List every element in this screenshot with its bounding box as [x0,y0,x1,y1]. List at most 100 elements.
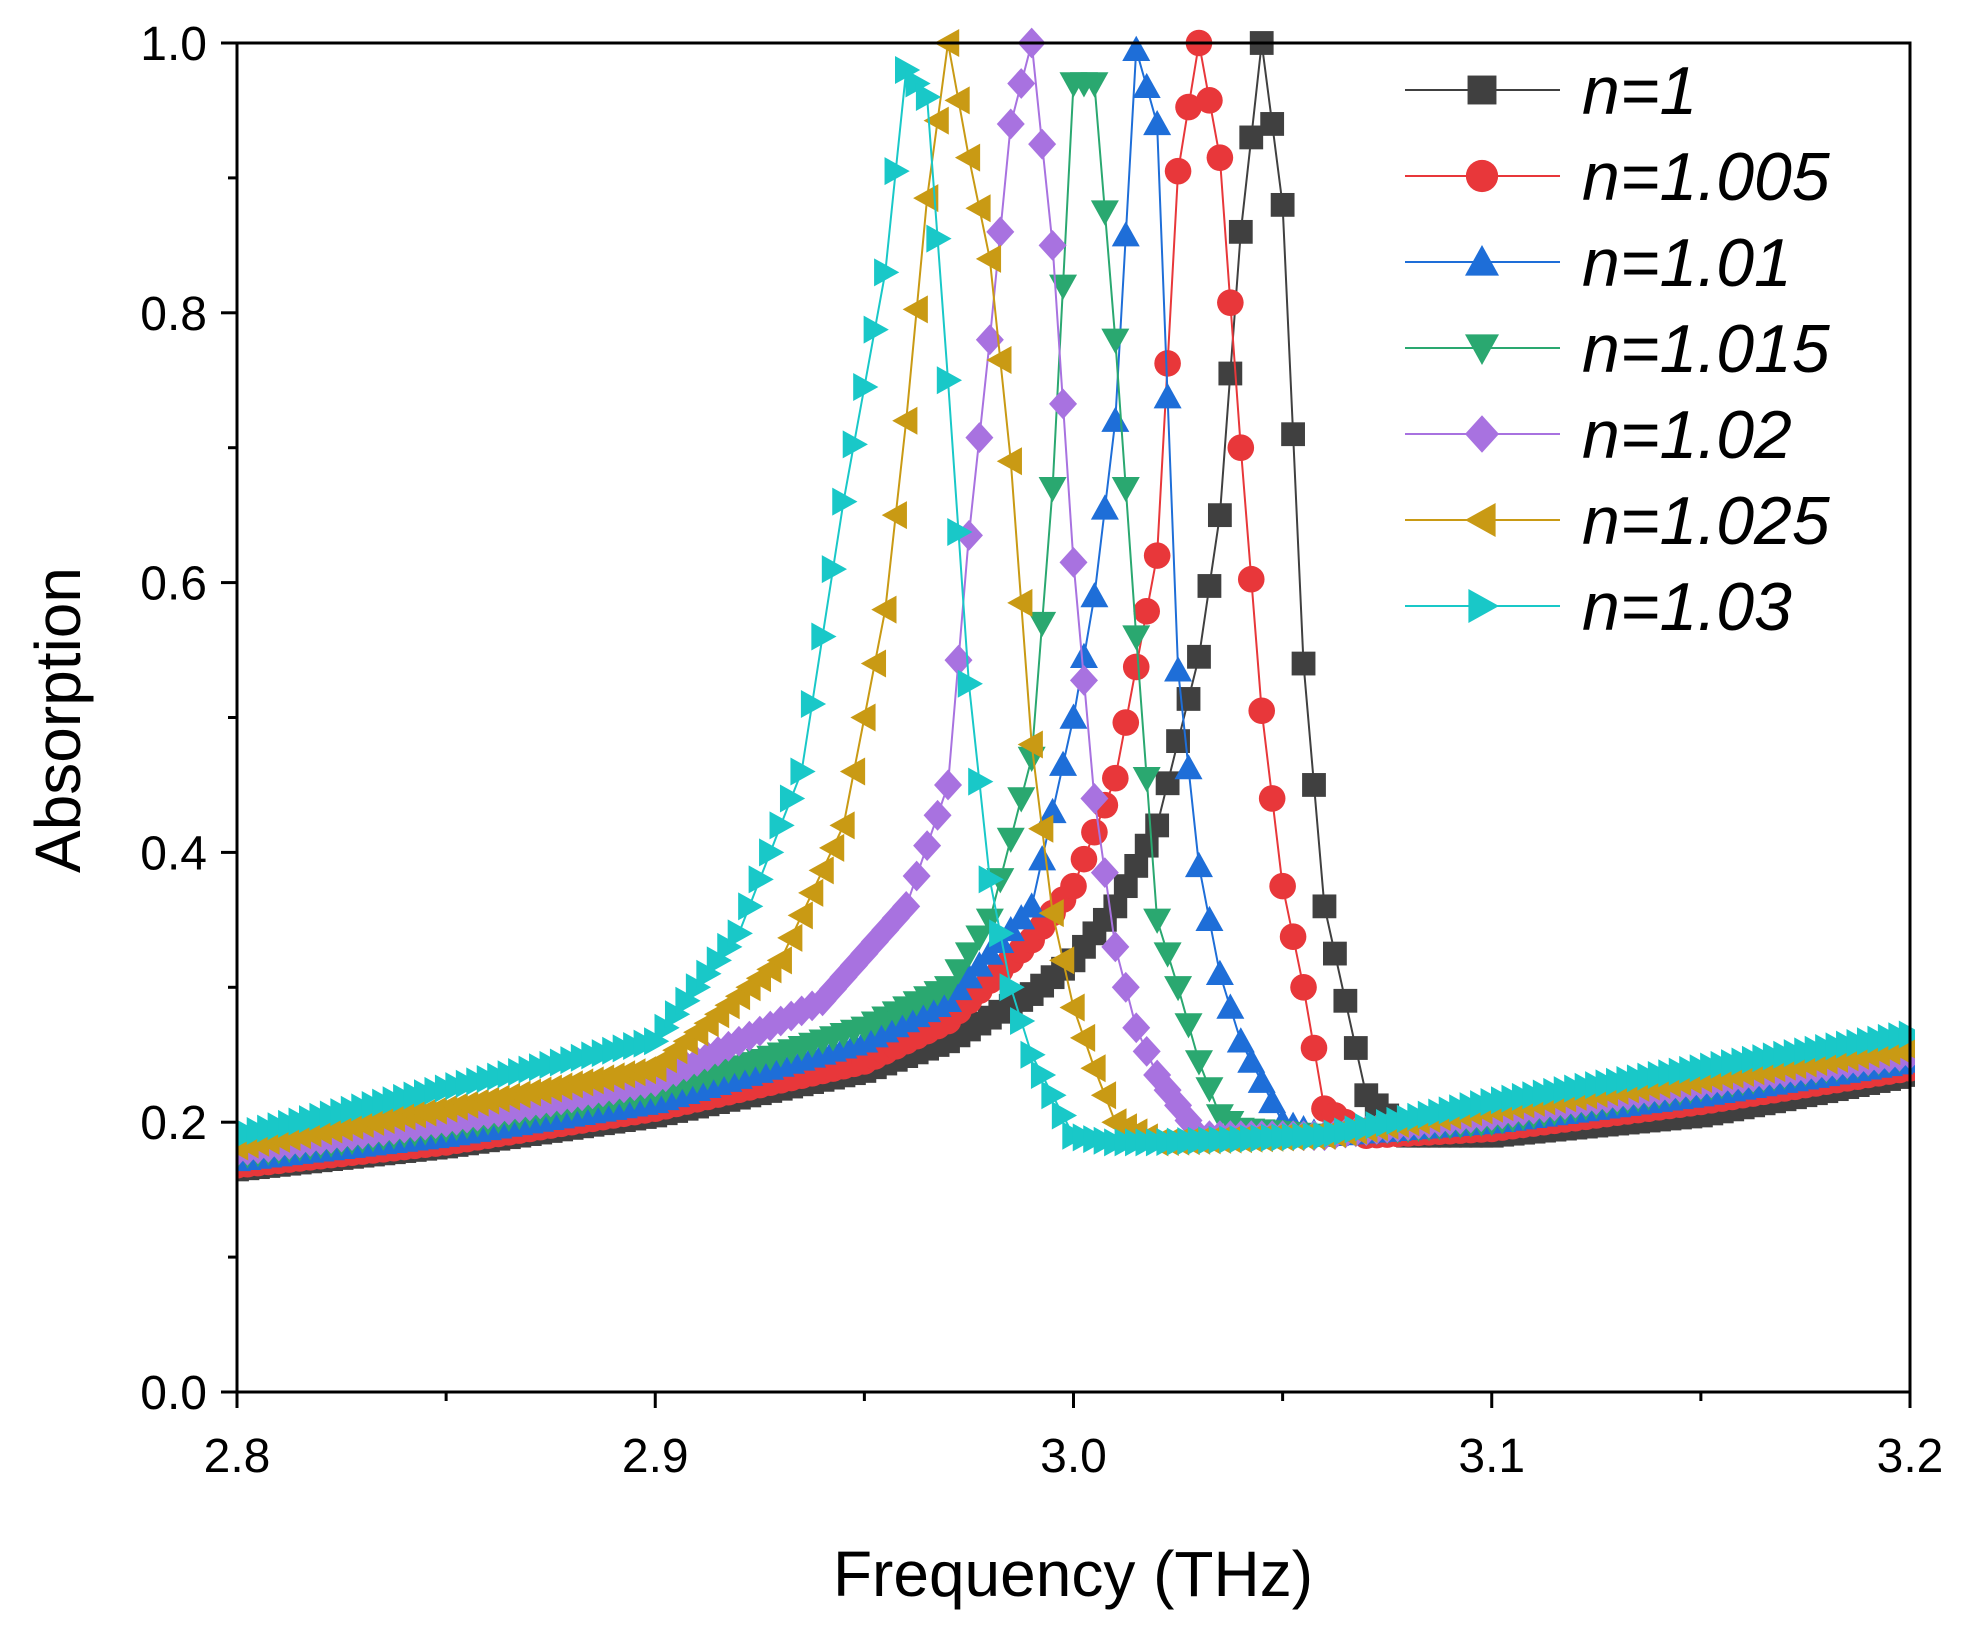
data-point [735,1020,764,1052]
data-point [748,865,774,894]
x-tick-label: 2.9 [622,1430,689,1483]
data-point [965,925,994,951]
data-point [850,703,876,732]
data-point [1112,709,1140,736]
data-point [944,644,973,676]
data-point [1155,771,1180,796]
data-point [913,830,942,862]
y-tick-label: 0.4 [140,827,207,880]
data-point [1124,853,1149,878]
data-point [588,1064,615,1093]
y-tick-label: 0.2 [140,1097,207,1150]
data-point [1290,974,1317,1001]
data-point [842,430,868,459]
x-tick-label: 3.2 [1877,1430,1944,1483]
data-point [400,1100,426,1129]
data-point [1007,787,1036,813]
data-point [1102,764,1129,792]
data-point [1281,422,1305,447]
data-point [978,865,1004,894]
data-point [484,1084,510,1113]
data-point [1228,219,1253,244]
data-point [1217,289,1244,316]
data-point [1038,229,1067,261]
data-point [390,1102,416,1131]
legend-entry: n=1.02 [1405,397,1792,473]
data-point [536,1074,562,1103]
data-point [821,555,848,584]
data-point [557,1070,583,1099]
legend-label: n=1.005 [1582,139,1830,215]
data-point [1028,814,1054,843]
data-point [965,422,994,453]
data-point [1174,754,1203,780]
data-point [1030,1060,1057,1089]
data-point [1020,1040,1046,1069]
data-point [738,892,764,921]
data-point [954,143,981,172]
data-point [934,976,963,1002]
data-point [1164,656,1193,682]
data-point [1132,767,1161,793]
series-n=1.025 [237,29,1915,1161]
data-point [1028,128,1057,160]
legend-marker [1465,245,1499,276]
data-point [986,346,1012,375]
data-point [779,784,806,813]
data-point [1258,1087,1287,1114]
data-point [1038,476,1067,503]
data-point [1111,476,1140,503]
y-tick-label: 0.0 [140,1367,207,1420]
legend-marker [1465,503,1496,537]
legend-marker [1468,589,1499,623]
data-point [1060,872,1087,900]
data-point [1206,144,1234,171]
data-point [923,799,952,831]
data-point [1041,1081,1067,1110]
data-point [957,669,983,698]
data-point [759,838,785,867]
data-point [1122,653,1150,681]
data-point [432,1094,458,1123]
data-point [999,973,1025,1002]
data-point [1059,993,1085,1022]
data-point [944,86,970,115]
data-point [1070,845,1098,873]
data-point [1133,597,1160,625]
data-point [1323,941,1347,966]
data-point [787,901,813,930]
data-point [944,959,973,985]
data-point [1090,1081,1117,1110]
data-point [1113,874,1138,899]
data-point [630,1056,656,1085]
data-point [1164,976,1193,1002]
legend-label: n=1.03 [1582,569,1792,645]
x-tick-label: 3.1 [1458,1430,1525,1483]
data-point [1122,35,1151,61]
data-point [609,1060,636,1089]
data-point [664,1000,691,1029]
data-point [1132,72,1161,99]
data-point [1291,651,1316,676]
data-point [1090,200,1119,226]
data-point [874,258,900,287]
data-point [1111,221,1140,247]
data-point [1226,1027,1255,1053]
legend-entry: n=1.01 [1405,225,1792,301]
data-point [936,366,963,395]
data-point [1049,388,1078,420]
data-point [675,986,701,1015]
data-point [727,919,753,948]
data-point [696,959,722,988]
data-point [986,216,1015,248]
data-point [965,194,991,223]
data-point [1143,1059,1172,1091]
axis-ticks: 2.8 2.9 3.0 3.1 3.2 0.0 0.2 0.4 0.6 0.8 1.0 [140,18,1943,1483]
data-point [1090,494,1119,520]
legend: n=1 n=1.005 n=1.01 n=1.015 n=1.02 n=1.025 n=1.… [1395,50,1900,650]
data-point [685,973,712,1002]
data-point [578,1066,604,1095]
data-point [683,1046,712,1077]
data-point [1080,72,1109,98]
data-point [505,1080,531,1109]
